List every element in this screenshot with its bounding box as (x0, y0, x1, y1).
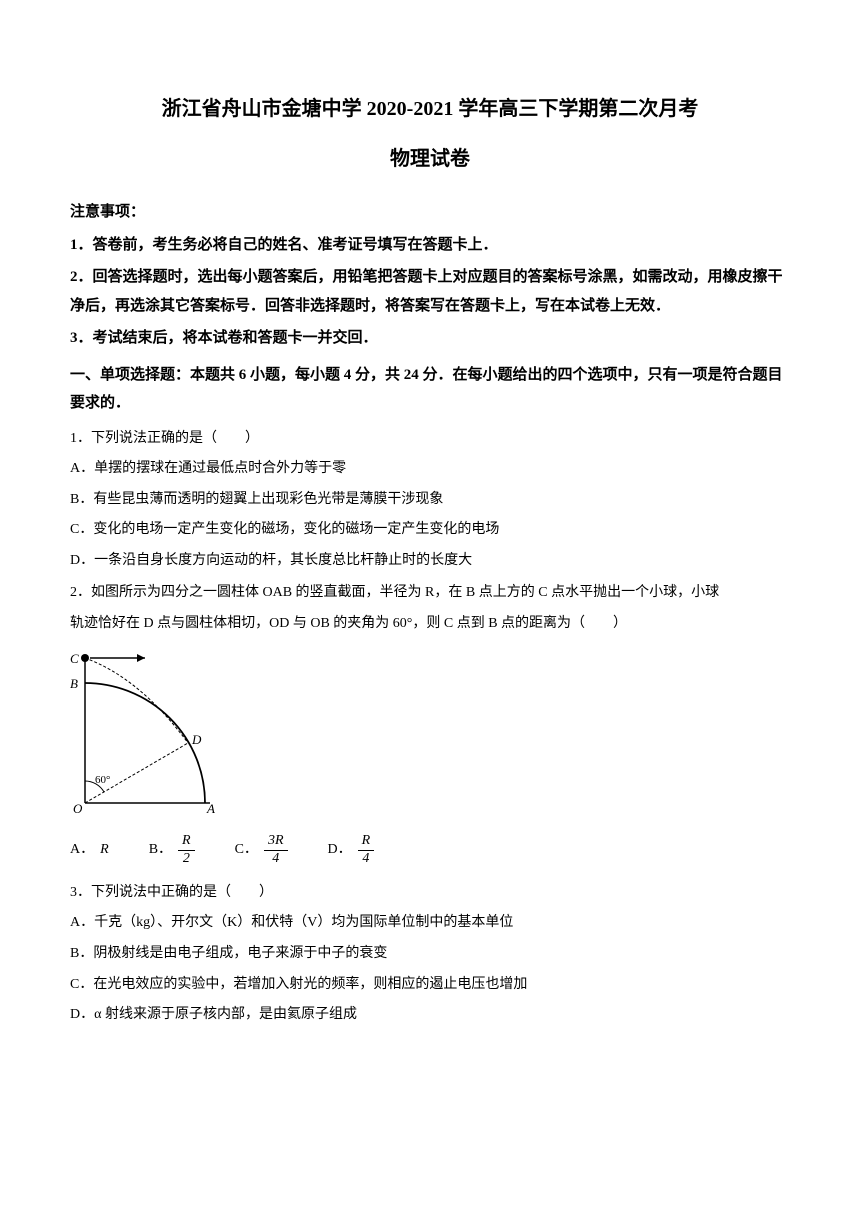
q3-option-a: A．千克（kg）、开尔文（K）和伏特（V）均为国际单位制中的基本单位 (70, 910, 790, 937)
label-b: B (70, 676, 78, 691)
q2-optd-den: 4 (358, 851, 373, 868)
q1-option-b: B．有些昆虫薄而透明的翅翼上出现彩色光带是薄膜干涉现象 (70, 487, 790, 514)
line-od-dashed (85, 743, 188, 803)
q3-option-d: D．α 射线来源于原子核内部，是由氦原子组成 (70, 1002, 790, 1029)
question-3: 3．下列说法中正确的是（ ） A．千克（kg）、开尔文（K）和伏特（V）均为国际… (70, 880, 790, 1029)
question-2: 2．如图所示为四分之一圆柱体 OAB 的竖直截面，半径为 R，在 B 点上方的 … (70, 580, 790, 867)
label-angle: 60° (95, 774, 110, 786)
q2-optd-label: D． (328, 837, 352, 864)
q1-option-c: C．变化的电场一定产生变化的磁场，变化的磁场一定产生变化的电场 (70, 517, 790, 544)
label-o: O (73, 801, 83, 813)
q2-stem-line2: 轨迹恰好在 D 点与圆柱体相切，OD 与 OB 的夹角为 60°，则 C 点到 … (70, 611, 790, 638)
label-a: A (206, 801, 215, 813)
q2-optb-den: 2 (179, 851, 194, 868)
q1-stem: 1．下列说法正确的是（ ） (70, 426, 790, 453)
instructions-block: 注意事项： 1．答卷前，考生务必将自己的姓名、准考证号填写在答题卡上． 2．回答… (70, 198, 790, 353)
question-1: 1．下列说法正确的是（ ） A．单摆的摆球在通过最低点时合外力等于零 B．有些昆… (70, 426, 790, 575)
q2-optd-num: R (358, 833, 375, 851)
exam-title-sub: 物理试卷 (70, 140, 790, 178)
label-c: C (70, 651, 79, 666)
label-d: D (191, 732, 202, 747)
q2-opta-value: R (100, 837, 109, 864)
quarter-circle-diagram: C B D O A 60° (70, 648, 220, 813)
arrow-head-icon (137, 654, 145, 662)
instructions-header: 注意事项： (70, 198, 790, 227)
q2-option-d: D． R 4 (328, 833, 375, 868)
q2-optc-label: C． (235, 837, 258, 864)
instruction-3: 3．考试结束后，将本试卷和答题卡一并交回． (70, 324, 790, 353)
q2-diagram: C B D O A 60° (70, 648, 790, 824)
q1-option-d: D．一条沿自身长度方向运动的杆，其长度总比杆静止时的长度大 (70, 548, 790, 575)
q3-option-c: C．在光电效应的实验中，若增加入射光的频率，则相应的遏止电压也增加 (70, 972, 790, 999)
q2-optb-num: R (178, 833, 195, 851)
q3-stem: 3．下列说法中正确的是（ ） (70, 880, 790, 907)
q1-option-a: A．单摆的摆球在通过最低点时合外力等于零 (70, 456, 790, 483)
q3-option-b: B．阴极射线是由电子组成，电子来源于中子的衰变 (70, 941, 790, 968)
q2-options-row: A． R B． R 2 C． 3R 4 D． R 4 (70, 833, 790, 868)
q2-optb-label: B． (149, 837, 172, 864)
q2-stem-line1: 2．如图所示为四分之一圆柱体 OAB 的竖直截面，半径为 R，在 B 点上方的 … (70, 580, 790, 607)
instruction-2: 2．回答选择题时，选出每小题答案后，用铅笔把答题卡上对应题目的答案标号涂黑，如需… (70, 263, 790, 320)
q2-option-b: B． R 2 (149, 833, 195, 868)
q2-option-c: C． 3R 4 (235, 833, 288, 868)
q2-optc-den: 4 (268, 851, 283, 868)
q2-optc-num: 3R (264, 833, 288, 851)
q2-opta-label: A． (70, 837, 94, 864)
q2-option-a: A． R (70, 837, 109, 864)
section-1-header: 一、单项选择题：本题共 6 小题，每小题 4 分，共 24 分．在每小题给出的四… (70, 361, 790, 418)
exam-title-main: 浙江省舟山市金塘中学 2020-2021 学年高三下学期第二次月考 (70, 90, 790, 128)
trajectory-dashed (85, 658, 188, 743)
instruction-1: 1．答卷前，考生务必将自己的姓名、准考证号填写在答题卡上． (70, 231, 790, 260)
